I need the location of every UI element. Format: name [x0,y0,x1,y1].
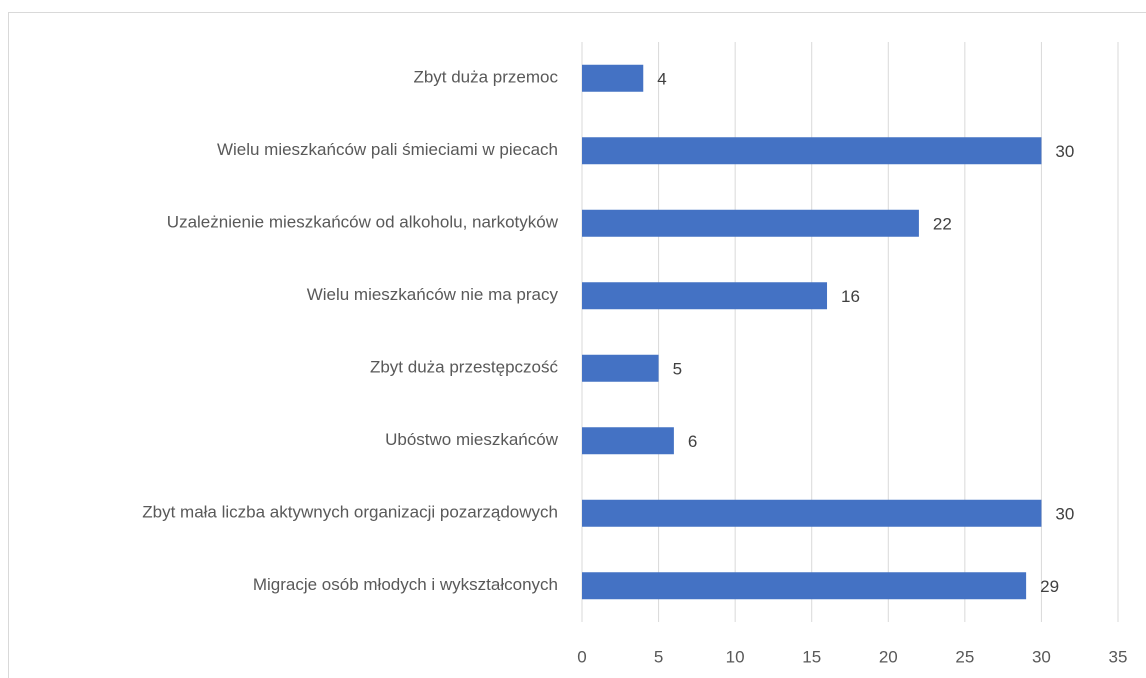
y-tick-label: Uzależnienie mieszkańców od alkoholu, na… [167,213,559,232]
bar [582,209,919,237]
y-tick-label: Zbyt duża przemoc [413,68,558,87]
y-tick-label: Wielu mieszkańców pali śmieciami w pieca… [217,140,558,159]
chart-frame [8,12,1146,678]
bar [582,282,828,310]
bar [582,354,659,382]
value-label: 30 [1055,142,1074,161]
value-label: 5 [673,360,682,379]
x-tick-label: 30 [1032,647,1051,666]
y-tick-label: Zbyt mała liczba aktywnych organizacji p… [142,503,558,522]
value-label: 6 [688,432,697,451]
x-tick-label: 15 [802,647,821,666]
value-label: 30 [1055,505,1074,524]
y-tick-label: Ubóstwo mieszkańców [385,430,559,449]
x-tick-label: 5 [654,647,663,666]
x-tick-label: 20 [879,647,898,666]
value-label: 16 [841,287,860,306]
y-tick-label: Migracje osób młodych i wykształconych [253,575,558,594]
bar [582,137,1042,165]
value-label: 29 [1040,577,1059,596]
y-tick-label: Wielu mieszkańców nie ma pracy [307,285,559,304]
x-tick-label: 35 [1109,647,1128,666]
x-tick-label: 0 [577,647,586,666]
value-label: 22 [933,215,952,234]
y-tick-label: Zbyt duża przestępczość [370,358,559,377]
bar [582,427,674,455]
x-tick-label: 25 [955,647,974,666]
bar [582,499,1042,527]
bar [582,572,1027,600]
value-label: 4 [657,70,666,89]
bar [582,64,644,92]
x-tick-label: 10 [726,647,745,666]
